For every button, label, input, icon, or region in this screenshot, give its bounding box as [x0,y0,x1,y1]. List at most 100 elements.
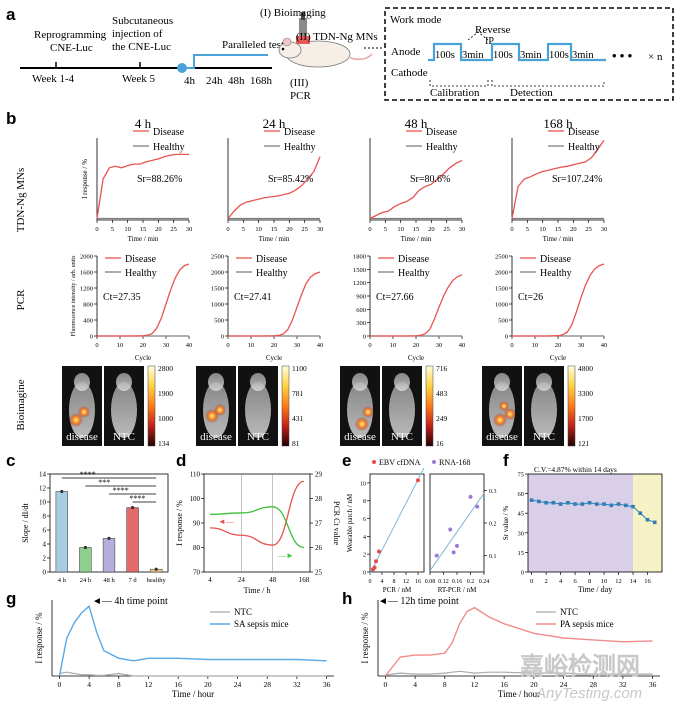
pcr-x-tick-label: 0 [510,342,513,349]
d-yright-tick-label: 26 [315,544,323,552]
d-yleft-tick-label: 90 [193,520,201,528]
testing-bracket [186,54,268,69]
f-y-tick-label: 45 [518,511,525,518]
mn-x-tick-label: 30 [601,226,608,233]
ntc-mouse-head [394,373,410,391]
pcr-x-tick-label: 40 [459,342,466,349]
bar-point-3 [131,506,135,510]
h-group-sepsis-line [384,606,653,677]
legend-disease-label: Disease [398,254,430,265]
colorbar-label: 4800 [578,364,593,373]
h-group-x-tick-label: 12 [471,680,479,689]
bioimaging-row: disease NTC 2800 1900 1000 134 disease NTC 1100 7… [62,364,593,448]
pcr-disease-line [228,271,321,337]
e-x1-tick-label: 0.2 [467,579,475,585]
reverse-label: Reverse [475,24,511,36]
colorbar-label: 781 [292,389,304,398]
ntc-image-label: NTC [391,431,413,443]
g-group-x-tick-label: 12 [145,680,153,689]
panel-a: a Week 1-4 Week 5 Reprogramming CNE-Luc S… [6,5,674,102]
h-group-x-tick-label: 36 [649,680,657,689]
legend-disease-label: Disease [568,127,600,138]
c-y-tick-label: 4 [43,541,47,549]
bar-1 [79,547,92,573]
pcr-x-tick-label: 30 [294,342,301,349]
f-point [609,503,614,508]
legend-healthy-label: Healthy [398,268,430,279]
step-label-1: 100s [435,50,455,61]
colorbar-label: 81 [292,439,300,448]
g-group-x-tick-label: 16 [174,680,182,689]
disease-image-label: disease [344,431,376,443]
calibration-label: Calibration [430,87,480,99]
pcr-y-tick-label: 1000 [211,302,224,309]
e-x0-tick-label: 12 [403,579,409,585]
legend-healthy-label: Healthy [284,142,316,153]
colorbar [147,365,156,447]
e-point [374,559,378,564]
pcr-x-tick-label: 0 [95,342,98,349]
pcr-y-tick-label: 2000 [80,254,93,261]
d-yright-tick-label: 29 [315,471,323,479]
g-group-x-tick-label: 20 [204,680,212,689]
reverse-arrow [467,31,489,41]
d-x-tick-label: 24 [238,576,246,584]
g-group-x-tick-label: 4 [87,680,91,689]
legend-disease-label: Disease [426,127,458,138]
pcr-disease-line [97,263,190,337]
mn-x-tick-label: 25 [585,226,592,233]
panel-label-f: f [503,451,509,470]
pcr-y-tick-label: 1200 [80,286,93,293]
e-y0-tick-label: 0 [363,571,366,577]
mn-sensitivity-2: Sr=80.6% [410,174,450,185]
luminescence-spot [504,408,516,420]
repeat-dots: • • • [612,48,633,63]
d-yright-tick-label: 27 [315,520,323,528]
bar-label-1: 24 h [80,577,92,584]
e-xlabel-0: PCR / nM [383,586,412,594]
f-point [616,502,621,506]
bar-point-4 [154,567,158,571]
e-point [475,504,480,509]
pcr-ylabel: Fluorescence intensity / arb. units [71,255,77,336]
e-legend-label-1: RNA-168 [439,458,471,467]
c-y-tick-label: 12 [39,485,47,493]
mn-disease-line [227,156,321,219]
e-fit-line-1 [429,492,485,571]
f-ylabel: Sr value / % [502,506,510,541]
panel-label-e: e [342,451,351,470]
f-y-tick-label: 15 [518,550,525,557]
h-group-x-tick-label: 32 [619,680,627,689]
e-axes-0 [369,473,425,573]
step-label-3: 100s [493,50,513,61]
e-point [451,550,456,555]
mn-ylabel: I response / % [81,159,89,199]
disease-mouse-head [74,373,90,391]
ntc-mouse-head [116,373,132,391]
bar-point-1 [83,545,87,550]
f-point [602,502,606,506]
pcr-y-tick-label: 600 [356,307,366,314]
e-x1-tick-label: 0.16 [452,579,463,585]
pcr-ct-3: Ct=26 [518,292,543,303]
mn-x-tick-label: 10 [397,226,404,233]
ntc-image-label: NTC [113,431,135,443]
f-point [645,517,650,522]
f-y-tick-label: 60 [518,491,525,498]
e-legend-marker-1 [432,460,436,464]
pcr-ct-1: Ct=27.41 [234,292,272,303]
pcr-ct-2: Ct=27.66 [376,292,414,303]
d-iresponse-line [209,480,305,546]
e-axes-1 [429,473,485,573]
mn-x-tick-label: 25 [170,226,177,233]
g-group-legend-sepsis: SA sepsis mice [234,619,289,629]
colorbar-label: 1000 [158,414,173,423]
g-group-x-tick-label: 8 [117,680,121,689]
pcr-ct-0: Ct=27.35 [103,292,141,303]
g-group-x-tick-label: 28 [263,680,271,689]
disease-image-label: disease [486,431,518,443]
f-point [573,502,577,506]
pcr-x-tick-label: 10 [117,342,124,349]
panel-label-d: d [176,451,186,470]
